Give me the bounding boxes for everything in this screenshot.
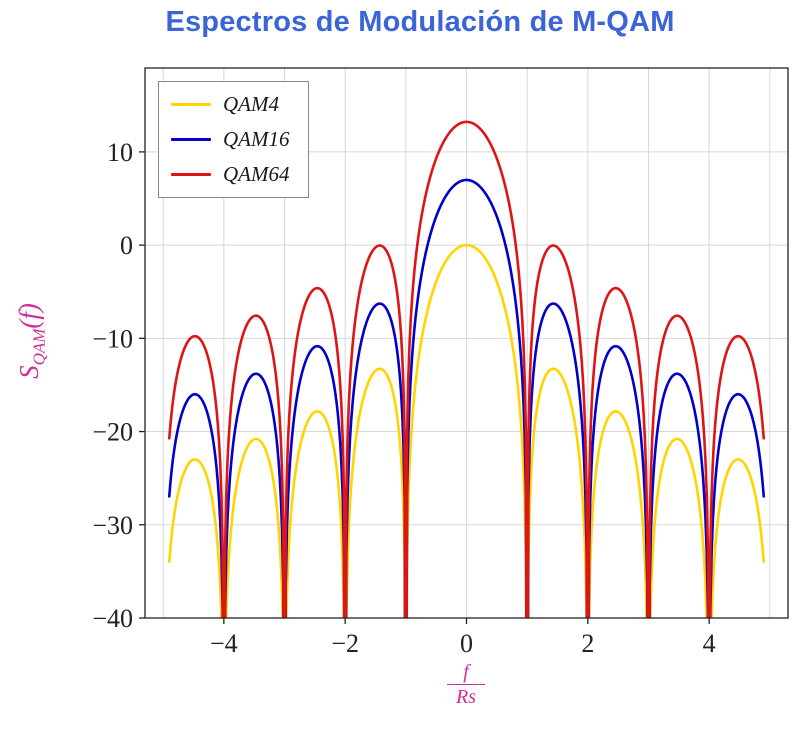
x-tick-label: 4: [703, 629, 716, 658]
legend-entry: QAM4: [171, 92, 290, 117]
y-axis-label-main: S: [14, 365, 44, 379]
y-axis-label: SQAM(f): [10, 230, 48, 452]
x-axis-label-numerator: f: [463, 661, 469, 683]
x-axis-label-denominator: Rs: [447, 684, 485, 709]
chart-title: Espectros de Modulación de M-QAM: [165, 6, 675, 38]
legend-label: QAM16: [223, 127, 290, 151]
x-tick-label: −2: [331, 629, 359, 658]
x-tick-label: 2: [581, 629, 594, 658]
curve-qam16: [167, 178, 766, 618]
plot-frame: [144, 67, 789, 619]
y-tick-label: 0: [120, 231, 133, 260]
curve-qam64: [167, 120, 766, 618]
legend-line: [171, 173, 211, 176]
x-tick-label: 0: [460, 629, 473, 658]
legend-label: QAM4: [223, 92, 279, 116]
y-tick-label: −40: [92, 604, 133, 633]
y-axis-label-rest: (f): [14, 303, 44, 329]
legend: QAM4 QAM16 QAM64: [158, 81, 309, 198]
x-tick-label: −4: [210, 629, 238, 658]
y-tick-label: −30: [92, 511, 133, 540]
y-tick-label: −20: [92, 418, 133, 447]
legend-line: [171, 103, 211, 106]
y-tick-label: 10: [107, 138, 133, 167]
y-tick-label: −10: [92, 324, 133, 353]
x-axis-label: f Rs: [432, 660, 500, 709]
legend-label: QAM64: [223, 162, 290, 186]
legend-line: [171, 138, 211, 141]
y-axis-label-sub: QAM: [29, 328, 49, 366]
legend-entry: QAM16: [171, 127, 290, 152]
curve-qam4: [167, 243, 766, 618]
legend-entry: QAM64: [171, 162, 290, 187]
